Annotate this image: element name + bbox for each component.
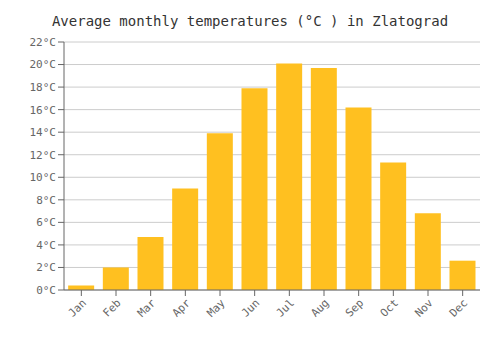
svg-text:Feb: Feb [100,296,123,319]
svg-text:Apr: Apr [170,296,194,320]
svg-text:18°C: 18°C [30,81,57,94]
html-text:Average monthly temperatures (: Average monthly temperatures (°C ) in Zl… [51,13,449,29]
svg-text:4°C: 4°C [36,239,56,252]
svg-text:Jun: Jun [239,296,262,319]
svg-text:Oct: Oct [378,296,401,319]
svg-text:2°C: 2°C [36,261,56,274]
svg-text:May: May [204,296,228,320]
svg-text:20°C: 20°C [30,58,57,71]
svg-text:22°C: 22°C [30,36,57,49]
svg-text:16°C: 16°C [30,104,57,117]
svg-text:12°C: 12°C [30,149,57,162]
svg-text:8°C: 8°C [36,194,56,207]
svg-text:6°C: 6°C [36,216,56,229]
svg-text:0°C: 0°C [36,284,56,297]
svg-text:Jul: Jul [274,296,297,319]
svg-text:10°C: 10°C [30,171,57,184]
svg-text:Mar: Mar [135,296,159,320]
svg-text:Sep: Sep [343,296,366,319]
svg-text:Aug: Aug [308,296,331,319]
svg-text:Jan: Jan [66,296,89,319]
svg-text:Dec: Dec [447,296,470,319]
svg-text:Nov: Nov [412,296,436,320]
svg-text:14°C: 14°C [30,126,57,139]
